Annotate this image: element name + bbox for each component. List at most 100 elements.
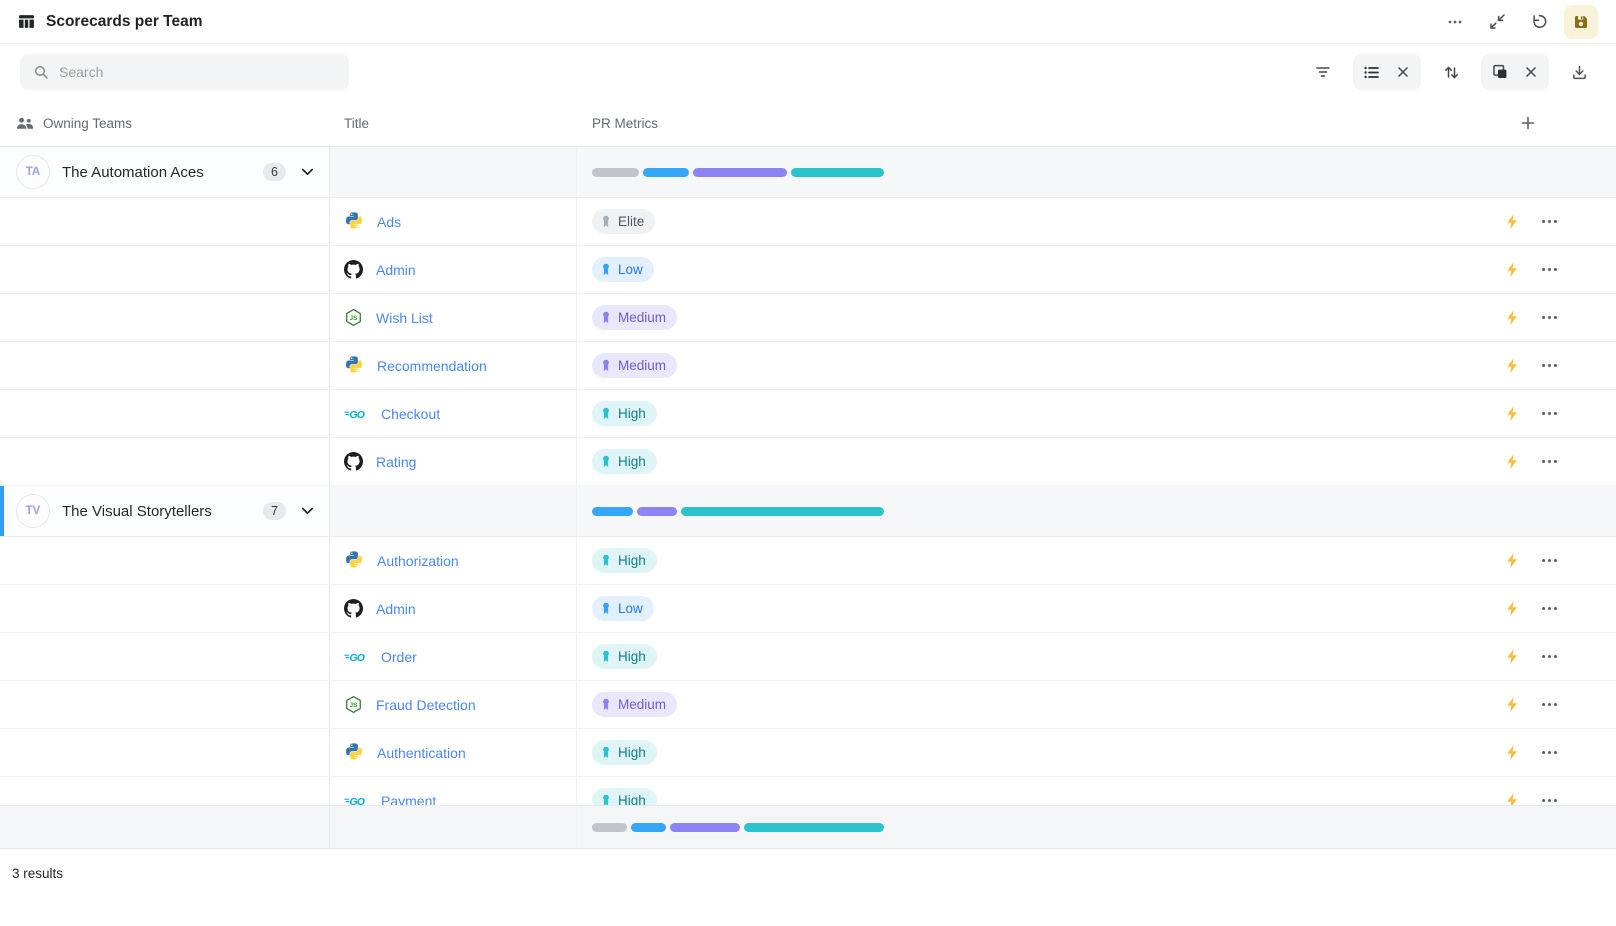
automation-button[interactable] (1505, 453, 1519, 470)
medal-icon (600, 698, 612, 711)
automation-button[interactable] (1505, 213, 1519, 230)
level-badge: High (592, 644, 657, 669)
table-row: Ads Elite (0, 198, 1616, 246)
column-pr-metrics[interactable]: PR Metrics (577, 100, 1616, 146)
entity-link[interactable]: Recommendation (377, 357, 487, 374)
column-title[interactable]: Title (330, 100, 577, 146)
medal-icon (600, 746, 612, 759)
list-settings-button[interactable] (1356, 56, 1387, 88)
row-menu-button[interactable] (1541, 750, 1558, 755)
table-row: Authentication High (0, 729, 1616, 777)
chevron-down-icon (301, 507, 314, 515)
group-team-cell[interactable]: TV The Visual Storytellers 7 (0, 486, 330, 536)
go-icon: GO (344, 650, 368, 664)
group-row[interactable]: TA The Automation Aces 6 (0, 147, 1616, 198)
save-button[interactable] (1564, 4, 1598, 39)
entity-link[interactable]: Checkout (381, 405, 441, 422)
row-menu-button[interactable] (1541, 459, 1558, 464)
level-badge: Elite (592, 209, 656, 234)
results-footer: 3 results (0, 849, 1616, 926)
python-icon (344, 355, 364, 376)
svg-text:GO: GO (349, 795, 364, 807)
automation-button[interactable] (1505, 648, 1519, 665)
undo-button[interactable] (1522, 5, 1556, 39)
entity-link[interactable]: Authorization (377, 552, 459, 569)
entity-link[interactable]: Authentication (377, 744, 466, 761)
lightning-icon (1505, 744, 1519, 761)
automation-button[interactable] (1505, 357, 1519, 374)
go-icon: GO (344, 794, 368, 808)
table-row: Authorization High (0, 537, 1616, 585)
pinned-group-summary[interactable] (0, 805, 1616, 849)
automation-button[interactable] (1505, 744, 1519, 761)
teams-cell (0, 294, 330, 341)
level-badge-label: High (618, 553, 646, 568)
page-title: Scorecards per Team (46, 12, 203, 30)
row-actions (1505, 309, 1616, 326)
automation-button[interactable] (1505, 552, 1519, 569)
automation-button[interactable] (1505, 261, 1519, 278)
distribution-segment-low (642, 167, 690, 177)
go-icon: GO (344, 407, 368, 421)
title-cell: Authorization (330, 537, 577, 584)
entity-link[interactable]: Order (381, 648, 417, 665)
distribution-segment-low (592, 506, 633, 516)
row-menu-button[interactable] (1541, 363, 1558, 368)
lightning-icon (1505, 600, 1519, 617)
entity-link[interactable]: Rating (376, 453, 417, 470)
distribution-segment-elite (592, 822, 627, 832)
collapse-group-button[interactable] (298, 504, 317, 518)
search-box[interactable] (20, 54, 349, 90)
level-badge-label: High (618, 406, 646, 421)
distribution-segment-low (631, 822, 666, 832)
row-menu-button[interactable] (1541, 702, 1558, 707)
row-menu-button[interactable] (1541, 219, 1558, 224)
sort-button[interactable] (1434, 55, 1468, 89)
row-menu-button[interactable] (1541, 267, 1558, 272)
distribution-segment-medium (636, 506, 678, 516)
clear-group-by-button[interactable] (1515, 56, 1546, 88)
entity-link[interactable]: Fraud Detection (376, 696, 476, 713)
automation-button[interactable] (1505, 696, 1519, 713)
ellipsis-icon (1541, 654, 1558, 659)
row-menu-button[interactable] (1541, 411, 1558, 416)
row-actions (1505, 405, 1616, 422)
row-menu-button[interactable] (1541, 558, 1558, 563)
python-icon (344, 742, 364, 763)
medal-icon (600, 554, 612, 567)
collapse-view-button[interactable] (1480, 5, 1514, 39)
search-input[interactable] (59, 64, 336, 80)
group-team-cell[interactable]: TA The Automation Aces 6 (0, 147, 330, 197)
group-row[interactable]: TV The Visual Storytellers 7 (0, 486, 1616, 537)
filter-button[interactable] (1306, 55, 1340, 89)
more-options-button[interactable] (1438, 5, 1472, 39)
row-menu-button[interactable] (1541, 606, 1558, 611)
entity-link[interactable]: Ads (377, 213, 402, 230)
automation-button[interactable] (1505, 309, 1519, 326)
entity-link[interactable]: Payment (381, 792, 437, 809)
row-menu-button[interactable] (1541, 654, 1558, 659)
column-owning-teams[interactable]: Owning Teams (0, 100, 330, 146)
automation-button[interactable] (1505, 405, 1519, 422)
row-actions (1505, 744, 1616, 761)
filter-icon (1314, 63, 1332, 81)
entity-link[interactable]: Admin (376, 600, 416, 617)
svg-text:GO: GO (349, 408, 364, 420)
row-menu-button[interactable] (1541, 315, 1558, 320)
automation-button[interactable] (1505, 792, 1519, 809)
group-by-pill (1481, 54, 1549, 90)
entity-link[interactable]: Wish List (376, 309, 433, 326)
row-menu-button[interactable] (1541, 798, 1558, 803)
collapse-group-button[interactable] (298, 165, 317, 179)
level-badge-label: Medium (618, 697, 667, 712)
title-cell: GO Order (330, 633, 577, 680)
download-button[interactable] (1562, 55, 1596, 89)
group-by-button[interactable] (1484, 56, 1515, 88)
clear-list-settings-button[interactable] (1387, 56, 1418, 88)
ellipsis-icon (1541, 702, 1558, 707)
automation-button[interactable] (1505, 600, 1519, 617)
top-bar: Scorecards per Team (0, 0, 1616, 44)
pinned-group-title-cell (330, 806, 577, 848)
add-property-button[interactable] (1514, 109, 1542, 137)
entity-link[interactable]: Admin (376, 261, 416, 278)
